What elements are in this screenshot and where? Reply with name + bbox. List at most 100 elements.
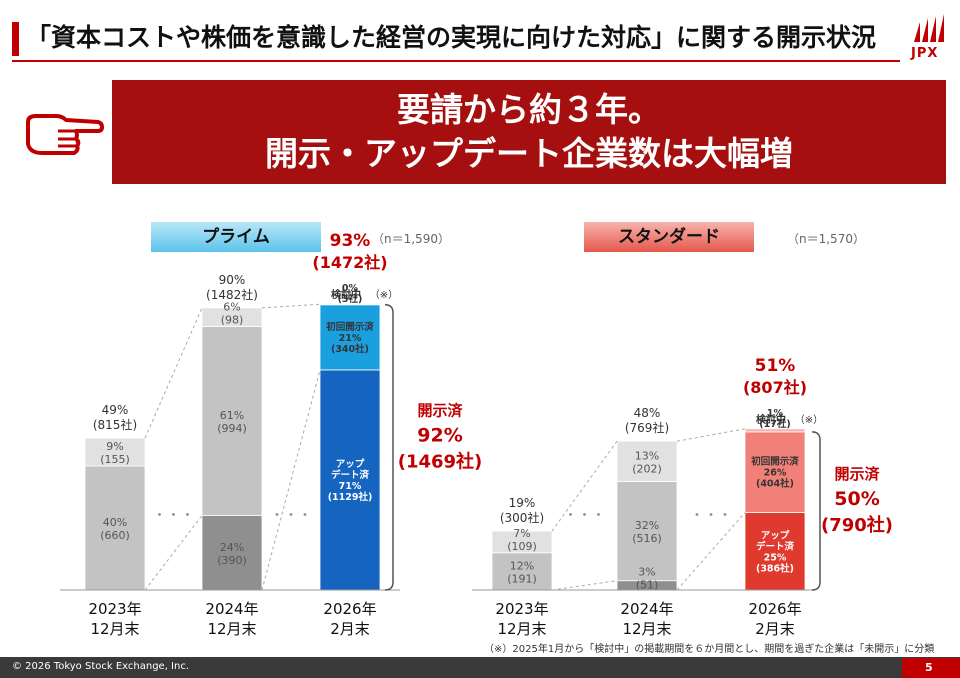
connector-line (551, 440, 618, 532)
disclosed-bracket (384, 304, 394, 591)
segment-label: 初回開示済 (751, 456, 799, 468)
prime-sample-size: （n＝1,590） (372, 232, 450, 246)
category-label: 2024年 (620, 600, 673, 618)
total-percent-label: 90% (219, 273, 246, 287)
segment-label: (660) (100, 529, 130, 542)
page-number-box (902, 658, 960, 678)
footnote: （※）2025年1月から「検討中」の掲載期間を６か月間とし、期間を過ぎた企業は「… (484, 644, 935, 655)
category-label: 12月末 (207, 620, 256, 638)
pending-label: 検討中 (756, 413, 786, 426)
segment-label: デート済 (331, 469, 370, 481)
disclosed-label: 開示済 (417, 401, 463, 419)
bar-segment (491, 530, 553, 554)
segment-label: 71% (339, 481, 362, 492)
bar-segment (319, 303, 381, 306)
pending-note: （※） (795, 414, 823, 426)
segment-label: (98) (221, 314, 244, 327)
segment-label: (404社) (756, 478, 794, 490)
ellipsis-mark: ・・・ (270, 508, 312, 524)
bar-segment (84, 465, 146, 591)
total-count-label: (807社) (743, 378, 807, 397)
jpx-logo-icon (914, 14, 944, 42)
total-percent-label: 93% (330, 231, 371, 251)
ellipsis-mark: ・・・ (690, 508, 732, 524)
bar-segment (491, 552, 553, 591)
banner-line-2: 開示・アップデート企業数は大幅増 (265, 134, 793, 173)
bar-segment (319, 369, 381, 591)
segment-label: (155) (100, 453, 130, 466)
segment-label: (994) (217, 422, 247, 435)
bar-segment (319, 304, 381, 371)
pending-note: （※） (370, 289, 398, 301)
segment-label: 12% (510, 559, 534, 572)
headline-banner: 要請から約３年。 開示・アップデート企業数は大幅増 (112, 80, 946, 184)
pointing-hand-icon (26, 114, 104, 155)
total-count-label: (815社) (93, 417, 137, 432)
segment-label: 32% (635, 519, 659, 532)
segment-label: (202) (632, 462, 662, 475)
category-label: 2月末 (755, 620, 795, 638)
category-label: 2023年 (88, 600, 141, 618)
segment-label: (109) (507, 540, 537, 553)
disclosed-bracket (811, 431, 821, 591)
segment-label: 1% (767, 408, 784, 419)
segment-label: (390) (217, 554, 247, 567)
segment-label: 0% (342, 283, 359, 294)
page-number: 5 (925, 661, 933, 674)
bar-segment (616, 440, 678, 482)
footer-bar (0, 657, 960, 678)
category-label: 12月末 (622, 620, 671, 638)
disclosed-percent: 92% (417, 424, 462, 446)
standard-sample-size: （n＝1,570） (787, 232, 865, 246)
segment-label: 13% (635, 449, 659, 462)
segment-label: 7% (513, 527, 530, 540)
total-count-label: (300社) (500, 510, 544, 525)
connector-line (551, 580, 618, 591)
stacked-bar-charts: 40%(660) 9%(155) 49%(815社) 2023年 12月末 24%(390… (60, 231, 893, 638)
category-label: 12月末 (497, 620, 546, 638)
category-label: 2026年 (323, 600, 376, 618)
total-count-label: (1472社) (312, 253, 387, 272)
disclosed-count: (790社) (821, 514, 893, 536)
segment-label: (340社) (331, 343, 369, 355)
copyright: © 2026 Tokyo Stock Exchange, Inc. (12, 661, 190, 672)
connector-line (676, 512, 746, 591)
category-label: 2023年 (495, 600, 548, 618)
standard-market-label: スタンダード (584, 222, 754, 252)
segment-label: (1129社) (328, 491, 373, 503)
segment-label: (516) (632, 532, 662, 545)
segment-label: (3社) (338, 293, 363, 305)
segment-label: 21% (339, 333, 362, 344)
bar-segment (616, 481, 678, 582)
disclosed-count: (1469社) (398, 450, 483, 472)
segment-label: (17社) (759, 418, 790, 430)
segment-label: アップ (761, 529, 790, 541)
bar-segment (744, 431, 806, 513)
ellipsis-mark: ・・・ (153, 508, 195, 524)
pending-label: 検討中 (331, 288, 361, 301)
connector-line (261, 369, 321, 591)
disclosed-label: 開示済 (834, 465, 880, 483)
prime-market-label: プライム (151, 222, 321, 252)
ellipsis-mark: ・・・ (564, 508, 606, 524)
segment-label: 40% (103, 516, 127, 529)
disclosed-percent: 50% (834, 488, 879, 510)
total-count-label: (769社) (625, 420, 669, 435)
segment-label: 26% (764, 468, 787, 479)
total-count-label: (1482社) (206, 287, 258, 302)
bar-segment (201, 307, 263, 327)
total-percent-label: 48% (634, 406, 661, 420)
segment-label: デート済 (756, 540, 795, 552)
category-label: 2024年 (205, 600, 258, 618)
connector-line (676, 428, 746, 442)
total-percent-label: 49% (102, 403, 129, 417)
segment-label: 6% (223, 301, 240, 314)
logo-text: JPX (911, 46, 939, 61)
segment-label: 25% (764, 552, 787, 563)
bar-segment (84, 437, 146, 467)
banner-line-1: 要請から約３年。 (397, 90, 661, 129)
category-label: 12月末 (90, 620, 139, 638)
bar-segment (201, 326, 263, 517)
segment-label: 初回開示済 (326, 321, 374, 333)
header-divider (12, 60, 900, 62)
